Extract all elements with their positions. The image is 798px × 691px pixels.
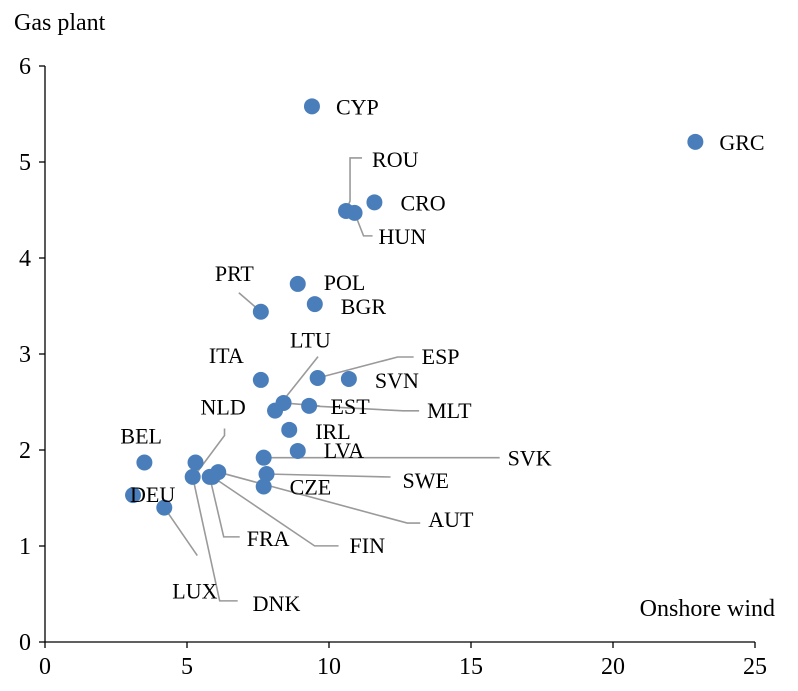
axis-ticks: 0 5 10 15 20 25 0 1 2 3 4 5 6 <box>19 54 767 680</box>
leader-line-fin <box>212 476 339 547</box>
leader-line-aut <box>218 471 421 524</box>
y-tick-label: 5 <box>19 150 31 176</box>
x-tick-label: 25 <box>743 654 767 680</box>
point-label-est: EST <box>331 394 371 419</box>
point-label-prt: PRT <box>215 261 255 286</box>
point-label-hun: HUN <box>379 224 427 249</box>
leader-line-fra <box>208 476 240 538</box>
point-label-bel: BEL <box>120 423 162 448</box>
y-axis-title: Gas plant <box>14 10 106 36</box>
point-label-bgr: BGR <box>341 294 387 319</box>
data-point-cze <box>255 478 272 495</box>
data-point-bgr <box>306 296 323 313</box>
data-point-pol <box>289 275 306 292</box>
point-label-fra: FRA <box>247 526 290 551</box>
x-tick-label: 10 <box>317 654 341 680</box>
point-label-ltu: LTU <box>290 328 331 353</box>
data-point-bel <box>136 454 153 471</box>
point-label-cyp: CYP <box>336 94 379 119</box>
leader-line-hun <box>353 212 373 237</box>
point-label-grc: GRC <box>719 130 764 155</box>
point-label-cro: CRO <box>400 190 445 215</box>
data-point-esp <box>309 370 326 386</box>
data-point-hun <box>346 204 363 221</box>
point-label-cze: CZE <box>290 474 332 499</box>
data-point-est <box>275 394 292 411</box>
y-tick-label: 2 <box>19 438 31 464</box>
data-point-svn <box>340 370 357 387</box>
leader-line-swe <box>266 473 391 478</box>
y-tick-label: 0 <box>19 630 31 656</box>
data-point-lux <box>156 499 173 516</box>
y-tick-label: 1 <box>19 534 31 560</box>
x-tick-label: 15 <box>459 654 483 680</box>
leader-line-mlt <box>309 405 420 412</box>
point-label-pol: POL <box>324 270 366 295</box>
data-point-ita <box>252 371 269 388</box>
data-point-grc <box>687 133 704 150</box>
point-label-esp: ESP <box>422 344 460 369</box>
data-point-lva <box>289 442 306 459</box>
point-label-deu: DEU <box>130 482 175 507</box>
data-point-swe <box>258 466 275 482</box>
data-point-dnk <box>184 468 201 485</box>
point-label-lux: LUX <box>172 579 217 604</box>
leader-lines <box>163 157 500 602</box>
y-tick-label: 6 <box>19 54 31 80</box>
y-tick-label: 3 <box>19 342 31 368</box>
point-label-mlt: MLT <box>427 398 472 423</box>
leader-line-lux <box>163 507 198 557</box>
point-label-aut: AUT <box>428 507 474 532</box>
data-point-svk <box>255 449 272 466</box>
leader-line-esp <box>317 356 414 379</box>
point-label-rou: ROU <box>372 147 419 172</box>
x-tick-label: 0 <box>39 654 51 680</box>
point-label-dnk: DNK <box>253 591 301 616</box>
x-axis-title: Onshore wind <box>640 596 775 622</box>
y-tick-label: 4 <box>19 246 31 272</box>
data-point-deu <box>125 487 142 504</box>
point-label-swe: SWE <box>403 468 449 493</box>
x-tick-label: 20 <box>601 654 625 680</box>
point-label-lva: LVA <box>324 438 364 463</box>
x-tick-label: 5 <box>181 654 193 680</box>
leader-line-rou <box>345 157 363 212</box>
data-point-prt <box>252 303 269 320</box>
point-label-irl: IRL <box>315 419 350 444</box>
leader-line-dnk <box>191 476 238 602</box>
data-point-fra <box>201 468 218 485</box>
point-label-svn: SVN <box>375 368 419 393</box>
data-point-mlt <box>301 397 318 414</box>
point-label-nld: NLD <box>201 394 246 419</box>
data-point-irl <box>281 421 298 438</box>
data-point-cyp <box>303 98 320 115</box>
point-label-fin: FIN <box>350 533 386 558</box>
point-label-ita: ITA <box>209 343 244 368</box>
data-points <box>125 98 704 516</box>
data-point-nld <box>187 454 204 471</box>
point-label-svk: SVK <box>508 446 552 471</box>
data-point-cro <box>366 194 383 211</box>
